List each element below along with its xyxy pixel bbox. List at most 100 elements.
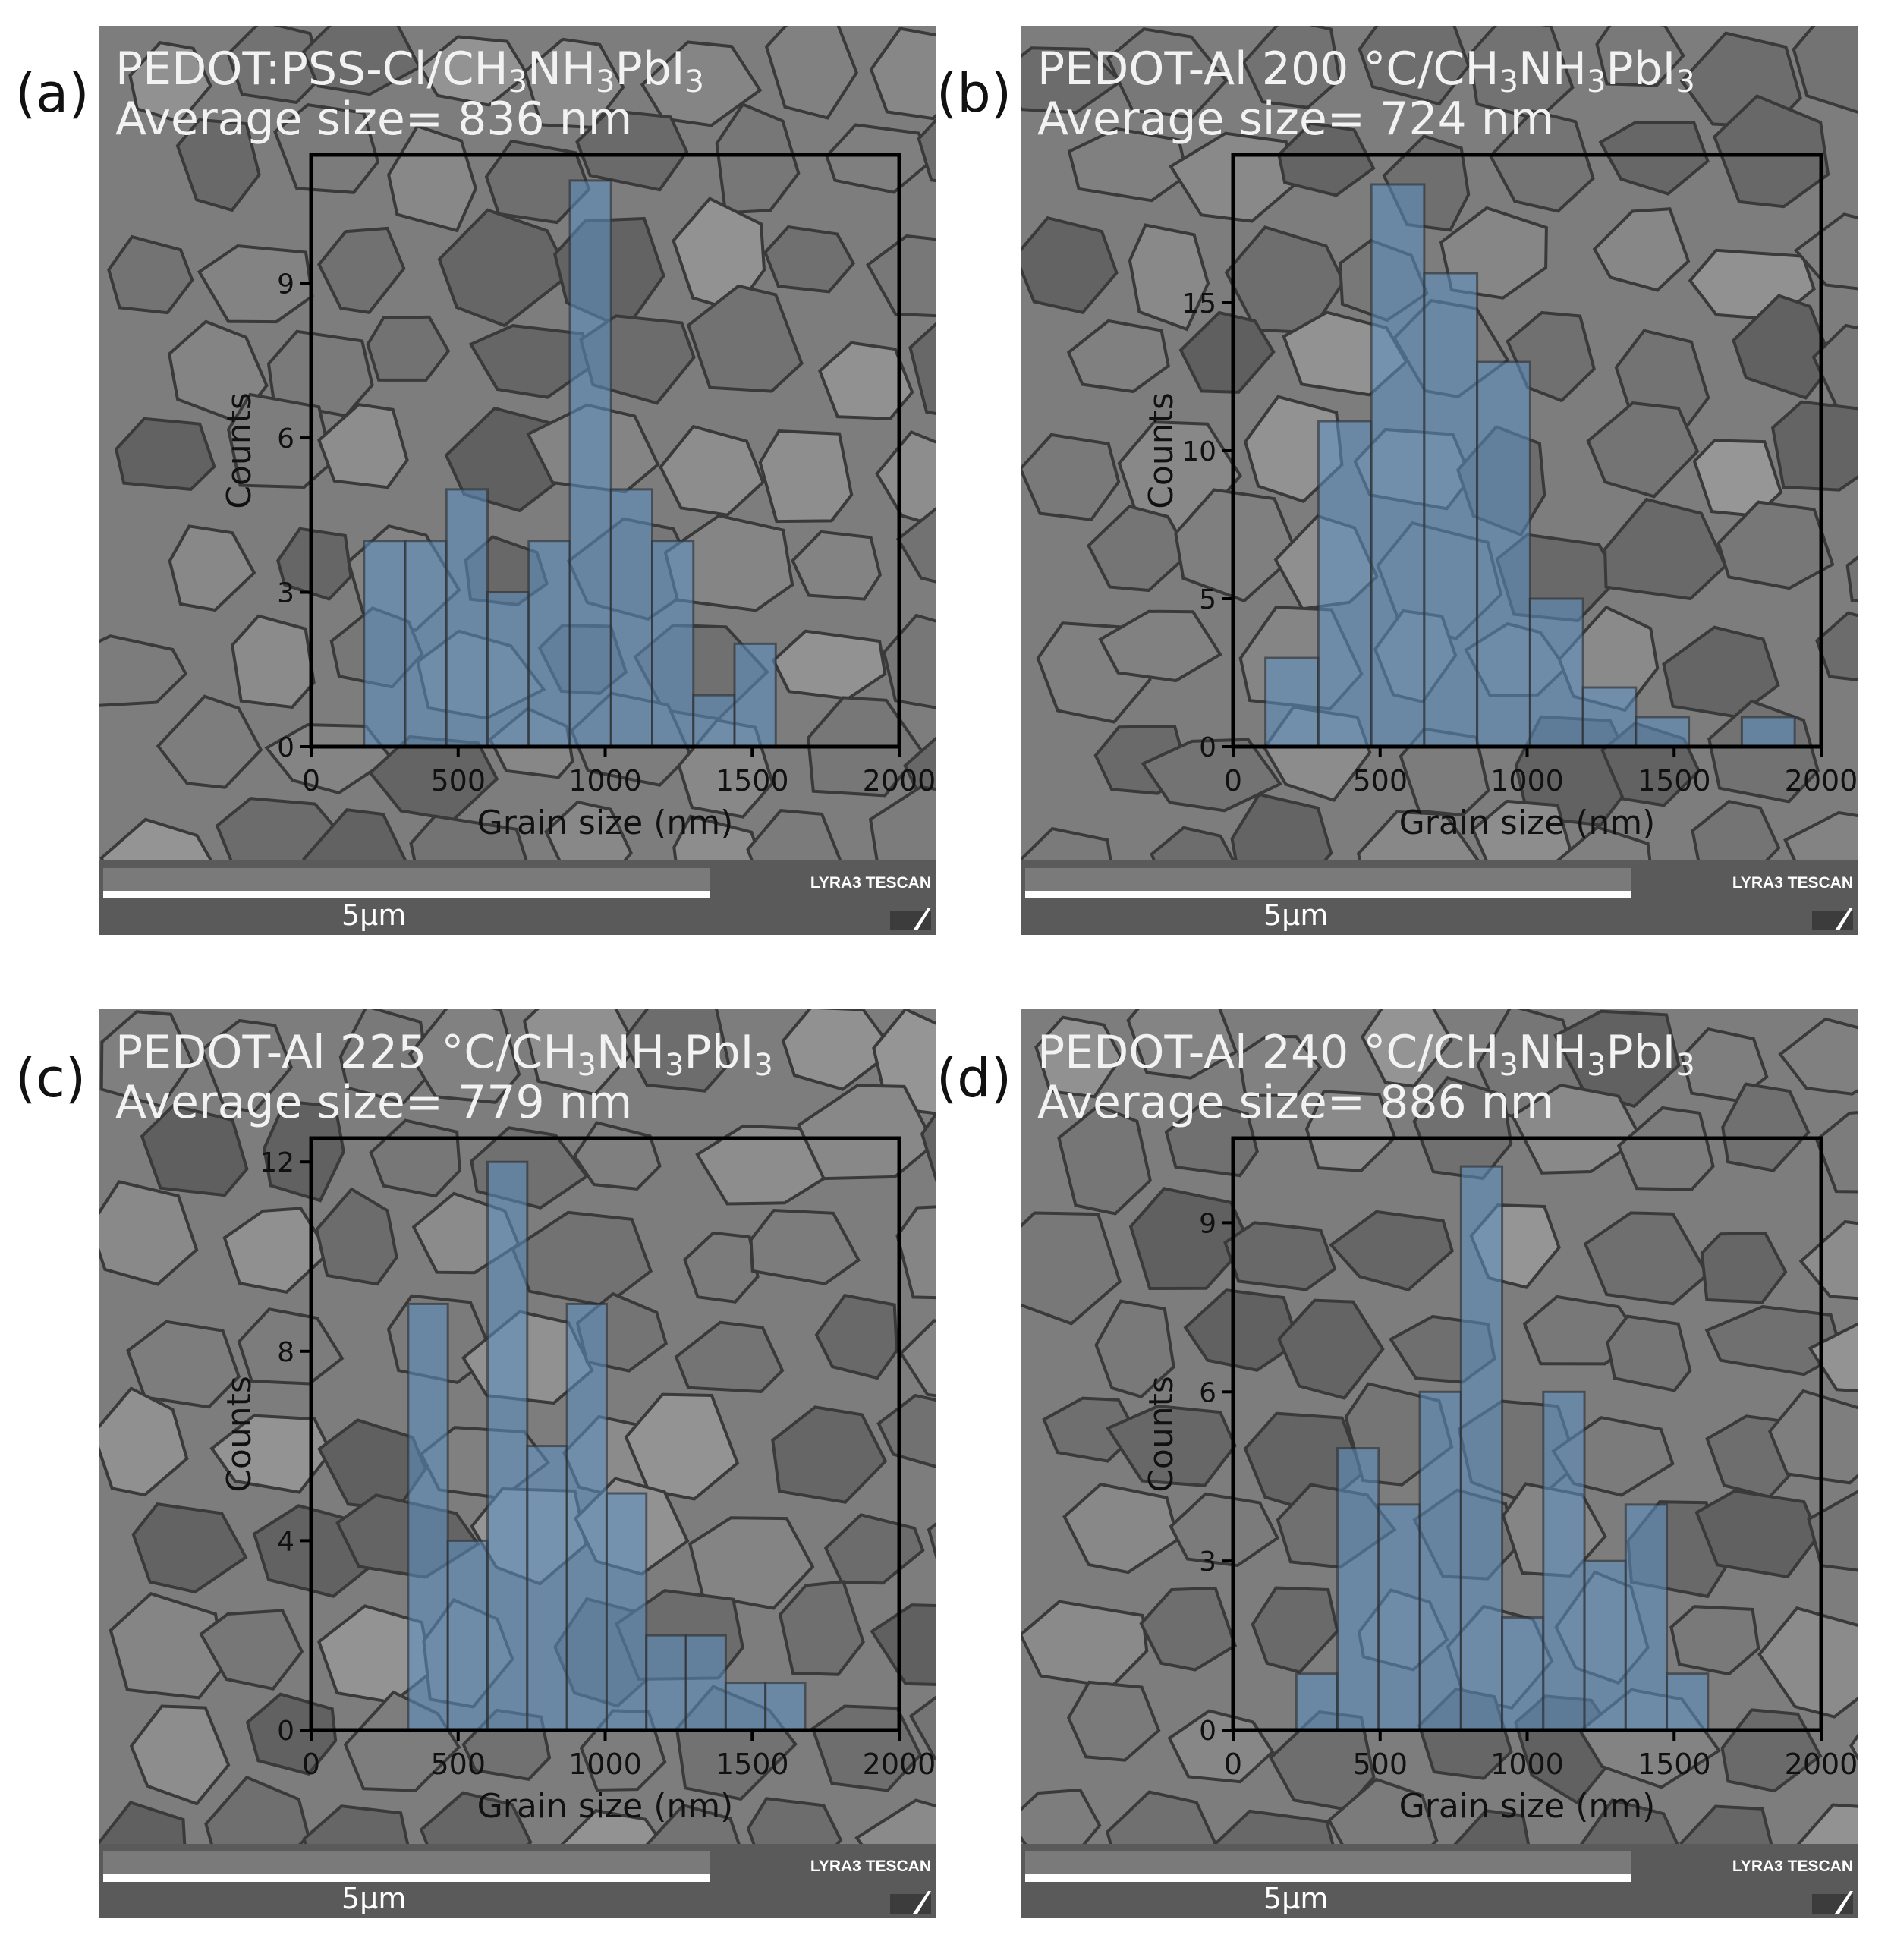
sem-grain [1808, 1322, 1858, 1393]
title-subscript: 3 [664, 1048, 684, 1083]
sem-grain [640, 40, 763, 127]
sem-grain [1783, 810, 1858, 860]
sem-info-bar: 5μm LYRA3 TESCAN [99, 860, 936, 935]
sem-grain [1586, 401, 1700, 499]
histogram-bar [692, 694, 736, 748]
sem-grain [687, 1516, 815, 1610]
sem-grain [1616, 1106, 1715, 1191]
sem-grain [866, 234, 936, 318]
sem-grain [686, 284, 804, 393]
y-tick-label: 4 [277, 1526, 294, 1557]
sem-grain [1106, 27, 1229, 119]
sem-grain [1094, 1299, 1175, 1398]
title-subscript: 3 [577, 1048, 596, 1083]
sem-grain [1598, 121, 1710, 196]
x-tick-label: 1500 [716, 1748, 789, 1781]
instrument-label: LYRA3 TESCAN [810, 874, 931, 892]
sem-grain [386, 124, 478, 233]
panel-letter-a: (a) [15, 62, 90, 124]
y-tick-label: 0 [277, 732, 294, 763]
sem-grain [1471, 799, 1574, 860]
title-text: PEDOT-Al 225 °C/CH [115, 1026, 577, 1079]
histogram-bar [1336, 1447, 1380, 1732]
sem-grain [128, 41, 212, 124]
histogram-bar [1418, 1390, 1462, 1732]
scale-label: 5μm [1263, 1882, 1329, 1915]
histogram-bar [1295, 1672, 1339, 1732]
scale-bar-line [103, 1874, 710, 1882]
title-text: PbI [684, 1026, 754, 1079]
sem-grain [1021, 46, 1123, 115]
title-text: PEDOT:PSS-Cl/CH [115, 42, 508, 96]
histogram-bar [1377, 1503, 1421, 1732]
histogram-bar [1624, 1503, 1669, 1732]
y-tick-label: 5 [1199, 584, 1216, 615]
panel-b: 0 500 1000 1500 2000 0 5 10 15 Grain size (nm) Cou… [1021, 26, 1858, 935]
sem-grain [1066, 1680, 1161, 1762]
sem-grain [1106, 1404, 1237, 1487]
sem-grain [226, 392, 334, 489]
chart-title: PEDOT-Al 225 °C/CH3NH3PbI3 [115, 1026, 773, 1083]
y-tick-label: 8 [277, 1337, 294, 1368]
sem-grain [245, 1692, 338, 1776]
histogram-bar [724, 1682, 767, 1732]
sem-grain [175, 118, 261, 212]
sem-grain [758, 429, 854, 524]
sem-grain [437, 208, 571, 328]
sem-grain [659, 424, 765, 517]
sem-grain [1606, 1314, 1692, 1392]
x-tick-label: 1000 [1490, 1748, 1564, 1781]
sem-grain [544, 800, 633, 860]
sem-grain [1066, 319, 1170, 394]
panel-letter-b: (b) [936, 62, 1012, 124]
x-axis-label: Grain size (nm) [1399, 1787, 1656, 1826]
sem-grain [1098, 609, 1222, 683]
sem-grain [1357, 810, 1480, 860]
sem-grain [276, 527, 353, 601]
histogram-bar [1528, 597, 1584, 748]
sem-grain [1767, 1389, 1858, 1485]
y-tick-label: 0 [1199, 1716, 1216, 1747]
sem-grain [763, 225, 856, 294]
sem-grain [1062, 1482, 1180, 1575]
x-tick-label: 2000 [863, 1748, 936, 1781]
sem-grain [114, 417, 216, 491]
sem-grain [917, 118, 936, 183]
sem-grain [1704, 1304, 1844, 1376]
chart-subtitle: Average size= 779 nm [115, 1076, 633, 1129]
sem-grain [1241, 26, 1342, 109]
y-tick-label: 15 [1181, 288, 1216, 319]
sem-grain [126, 1320, 241, 1409]
title-text: PbI [1606, 42, 1676, 96]
sem-grain [1277, 1298, 1385, 1400]
sem-grain [908, 322, 936, 415]
sem-grain [1691, 800, 1781, 860]
title-text: PbI [1606, 1026, 1676, 1079]
sem-grain [1169, 1492, 1280, 1568]
title-subscript: 3 [1675, 64, 1695, 99]
sem-grain [140, 1103, 249, 1197]
x-axis-label: Grain size (nm) [477, 1787, 734, 1826]
sem-grain [1792, 26, 1858, 114]
sem-grain [1815, 611, 1858, 682]
scale-ruler [103, 1851, 710, 1874]
x-tick-label: 2000 [1785, 1748, 1858, 1781]
sem-info-bar: 5μm LYRA3 TESCAN [1021, 1844, 1858, 1918]
histogram-bar [1423, 272, 1479, 748]
x-tick-label: 2000 [1785, 764, 1858, 798]
sem-grain [1150, 826, 1235, 860]
sem-grain [317, 402, 409, 489]
sem-grain [869, 27, 936, 121]
sem-grain [781, 1009, 896, 1091]
sem-grain [156, 694, 263, 789]
scale-ruler [1025, 1851, 1631, 1874]
histogram-bar [1666, 1672, 1710, 1732]
y-axis-label: Counts [1142, 392, 1181, 509]
title-text: NH [596, 1026, 665, 1079]
sem-grain [1178, 310, 1276, 394]
sem-grain [683, 1231, 760, 1304]
sem-grain [746, 1797, 843, 1844]
title-subscript: 3 [1675, 1048, 1695, 1083]
sem-grain [624, 1392, 740, 1501]
sem-grain [131, 1502, 248, 1594]
